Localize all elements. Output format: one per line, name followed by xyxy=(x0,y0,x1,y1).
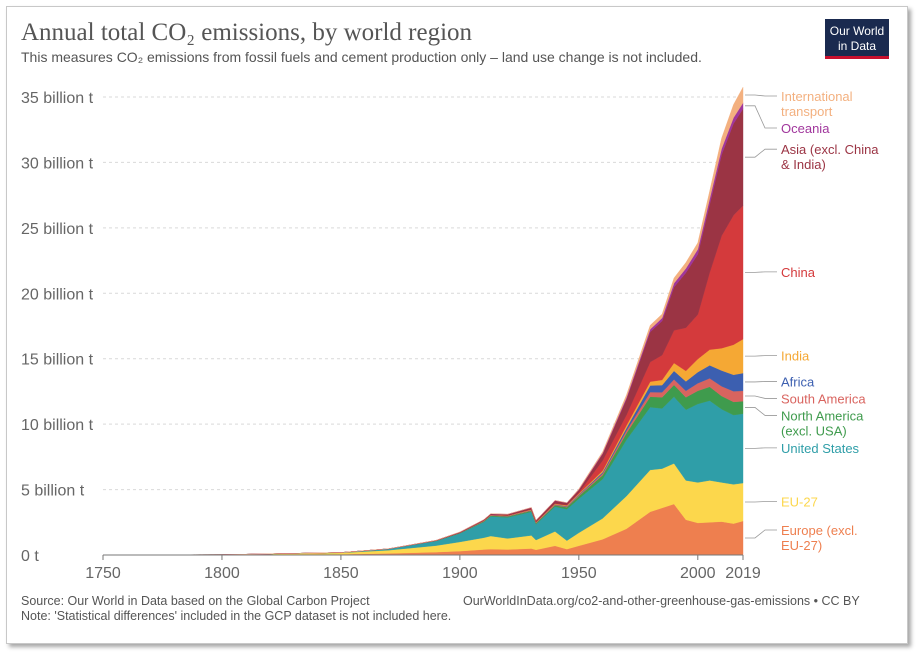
x-tick-label: 2019 xyxy=(725,565,761,582)
legend-leader xyxy=(745,148,777,158)
y-tick-label: 15 billion t xyxy=(21,352,94,369)
legend-leader xyxy=(745,94,777,97)
source-url[interactable]: OurWorldInData.org/co2-and-other-greenho… xyxy=(463,594,860,608)
legend-leader xyxy=(745,407,777,416)
x-tick-label: 1900 xyxy=(442,565,478,582)
legend-label: Oceania xyxy=(781,121,830,136)
stacked-areas xyxy=(102,87,744,556)
note-text: Note: 'Statistical differences' included… xyxy=(21,609,452,623)
x-tick-label: 1950 xyxy=(561,565,597,582)
y-tick-label: 25 billion t xyxy=(21,221,94,238)
legend-label: EU-27) xyxy=(781,538,822,553)
legend-leader xyxy=(745,105,777,129)
chart-subtitle: This measures CO₂ emissions from fossil … xyxy=(21,49,702,65)
legend-label: (excl. USA) xyxy=(781,423,847,438)
chart-title: Annual total CO₂ emissions, by world reg… xyxy=(21,19,473,46)
x-tick-label: 1750 xyxy=(85,565,121,582)
legend-label: South America xyxy=(781,391,866,406)
legend-leader xyxy=(745,529,777,539)
logo-line-1: Our World xyxy=(829,24,885,38)
legend-label: International xyxy=(781,89,853,104)
legend-label: EU-27 xyxy=(781,495,818,510)
y-tick-label: 0 t xyxy=(21,548,39,565)
legend-label: & India) xyxy=(781,157,826,172)
legend-leader xyxy=(745,501,777,503)
area-chart: 1750 1800 1850 1900 1950 2000 2019 0 t 5 billio… xyxy=(21,87,879,582)
legend-leader xyxy=(745,447,777,449)
legend-label: North America xyxy=(781,408,864,423)
legend-label: India xyxy=(781,349,810,364)
legend-label: Africa xyxy=(781,374,815,389)
legend-leader xyxy=(745,355,777,357)
logo-line-2: in Data xyxy=(837,39,877,53)
legend-label: United States xyxy=(781,441,860,456)
x-axis: 1750 1800 1850 1900 1950 2000 2019 xyxy=(85,554,761,582)
legend-label: Asia (excl. China xyxy=(781,142,879,157)
x-tick-label: 1800 xyxy=(204,565,240,582)
owid-logo[interactable]: Our World in Data xyxy=(825,19,889,59)
legend-leader xyxy=(745,271,777,273)
legend-leader xyxy=(745,381,777,383)
legend-leader xyxy=(745,395,777,399)
legend-label: transport xyxy=(781,104,833,119)
legend-label: China xyxy=(781,265,816,280)
area-international-transport[interactable] xyxy=(102,87,744,556)
y-tick-label: 30 billion t xyxy=(21,155,94,172)
chart-frame: Annual total CO₂ emissions, by world reg… xyxy=(6,6,908,644)
x-tick-label: 2000 xyxy=(680,565,716,582)
y-tick-label: 5 billion t xyxy=(21,483,85,500)
y-tick-label: 35 billion t xyxy=(21,90,94,107)
y-axis: 0 t 5 billion t 10 billion t 15 billion t 20… xyxy=(21,90,94,565)
x-tick-label: 1850 xyxy=(323,565,359,582)
source-text: Source: Our World in Data based on the G… xyxy=(21,594,370,608)
gridlines xyxy=(103,96,743,491)
y-tick-label: 20 billion t xyxy=(21,286,94,303)
legend-label: Europe (excl. xyxy=(781,523,858,538)
y-tick-label: 10 billion t xyxy=(21,417,94,434)
